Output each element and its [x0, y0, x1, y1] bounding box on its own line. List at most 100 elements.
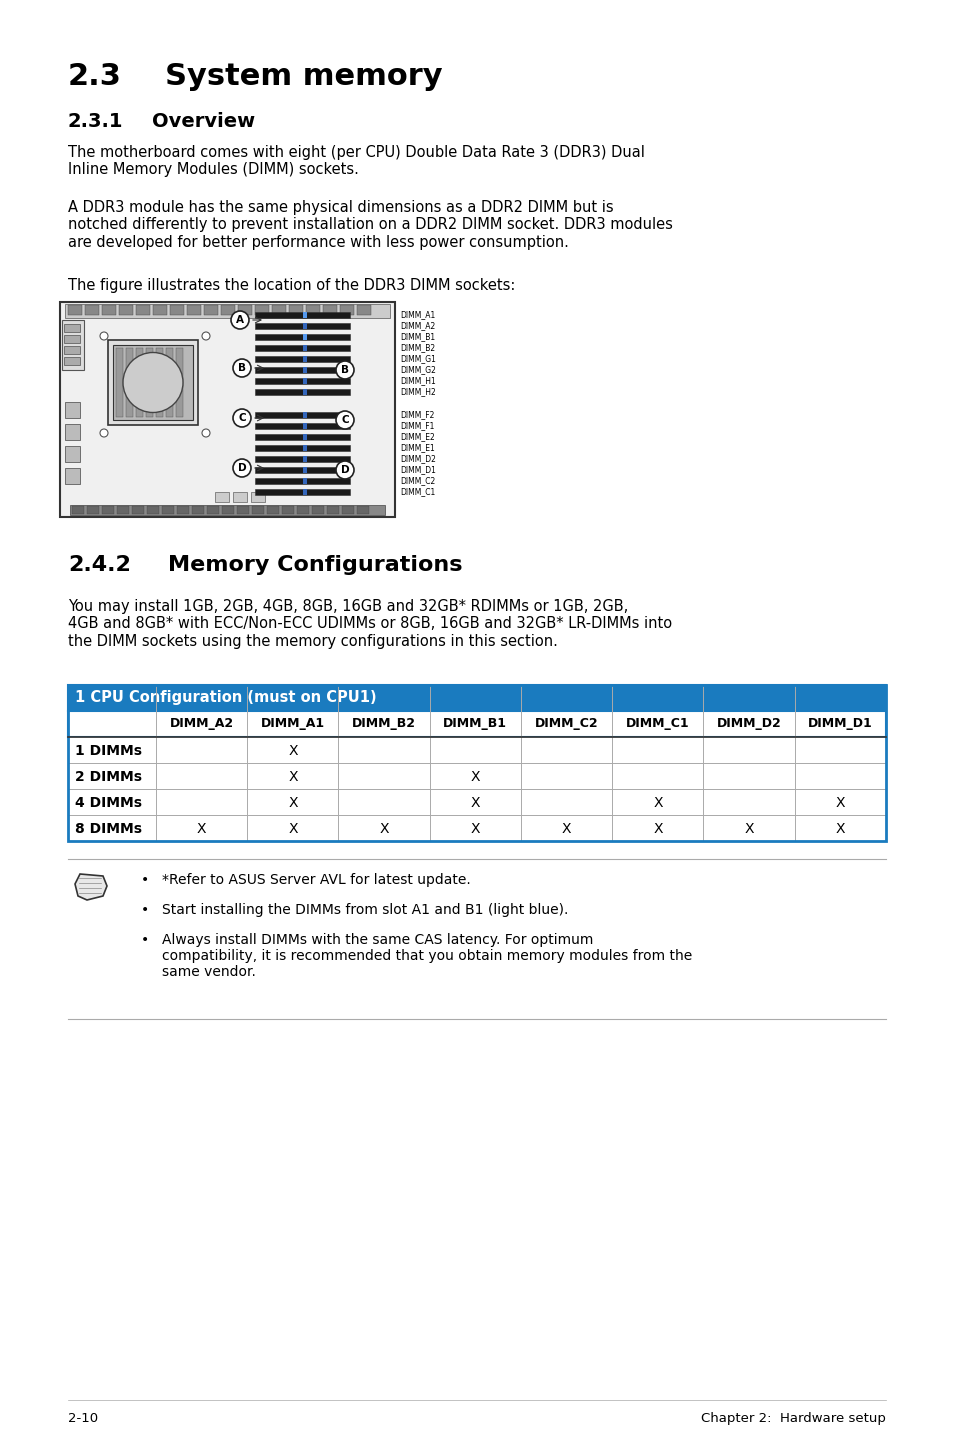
- Circle shape: [231, 457, 239, 466]
- Bar: [303, 334, 307, 339]
- Bar: [65, 303, 390, 318]
- Text: 1 DIMMs: 1 DIMMs: [75, 743, 142, 758]
- Bar: [64, 324, 80, 332]
- Bar: [303, 444, 307, 452]
- Text: The motherboard comes with eight (per CPU) Double Data Rate 3 (DDR3) Dual
Inline: The motherboard comes with eight (per CP…: [68, 145, 644, 177]
- Text: B: B: [340, 365, 349, 375]
- Bar: [254, 345, 350, 351]
- Text: •: •: [141, 933, 149, 948]
- Bar: [112, 345, 193, 420]
- Bar: [170, 305, 184, 315]
- Text: X: X: [288, 797, 297, 810]
- Text: X: X: [743, 823, 753, 835]
- Circle shape: [232, 485, 237, 490]
- Bar: [65, 424, 80, 440]
- Text: DIMM_D1: DIMM_D1: [807, 718, 872, 731]
- Text: DIMM_C1: DIMM_C1: [399, 487, 435, 496]
- Bar: [312, 506, 324, 513]
- Text: X: X: [653, 797, 662, 810]
- Bar: [71, 506, 84, 513]
- Bar: [64, 357, 80, 365]
- Bar: [236, 506, 249, 513]
- Text: D: D: [237, 463, 246, 473]
- Text: X: X: [196, 823, 206, 835]
- Bar: [254, 305, 269, 315]
- Bar: [136, 305, 150, 315]
- Text: 8 DIMMs: 8 DIMMs: [75, 823, 142, 835]
- Text: Start installing the DIMMs from slot A1 and B1 (light blue).: Start installing the DIMMs from slot A1 …: [162, 903, 568, 917]
- Bar: [177, 506, 189, 513]
- Bar: [303, 413, 307, 418]
- Bar: [303, 367, 307, 372]
- Bar: [70, 505, 385, 515]
- Text: D: D: [340, 464, 349, 475]
- Bar: [254, 444, 350, 452]
- Bar: [117, 506, 129, 513]
- Text: 2-10: 2-10: [68, 1412, 98, 1425]
- Bar: [267, 506, 278, 513]
- Circle shape: [247, 485, 253, 490]
- Polygon shape: [75, 874, 107, 900]
- Bar: [162, 506, 173, 513]
- Circle shape: [215, 457, 224, 466]
- Bar: [254, 456, 350, 462]
- Bar: [282, 506, 294, 513]
- Bar: [303, 390, 307, 395]
- Circle shape: [123, 352, 183, 413]
- Bar: [254, 467, 350, 473]
- Bar: [323, 305, 336, 315]
- Bar: [254, 357, 350, 362]
- Bar: [214, 492, 229, 502]
- Bar: [303, 324, 307, 329]
- Text: DIMM_C2: DIMM_C2: [399, 476, 435, 486]
- Circle shape: [202, 332, 210, 339]
- Text: System memory: System memory: [165, 62, 442, 91]
- Text: •: •: [141, 903, 149, 917]
- Bar: [126, 348, 132, 417]
- Bar: [102, 506, 113, 513]
- Text: 2.3: 2.3: [68, 62, 122, 91]
- Bar: [254, 312, 350, 318]
- Circle shape: [233, 408, 251, 427]
- Circle shape: [335, 462, 354, 479]
- Text: 1 CPU Configuration (must on CPU1): 1 CPU Configuration (must on CPU1): [75, 690, 376, 705]
- Circle shape: [202, 429, 210, 437]
- Text: The figure illustrates the location of the DDR3 DIMM sockets:: The figure illustrates the location of t…: [68, 278, 515, 293]
- Text: DIMM_D1: DIMM_D1: [399, 466, 436, 475]
- Bar: [254, 378, 350, 384]
- Text: Memory Configurations: Memory Configurations: [168, 555, 462, 575]
- Text: *Refer to ASUS Server AVL for latest update.: *Refer to ASUS Server AVL for latest upd…: [162, 873, 470, 887]
- Circle shape: [335, 411, 354, 429]
- Bar: [252, 506, 264, 513]
- Bar: [204, 305, 218, 315]
- Text: C: C: [341, 416, 349, 426]
- Bar: [303, 345, 307, 351]
- Bar: [296, 506, 309, 513]
- Text: 2.4.2: 2.4.2: [68, 555, 131, 575]
- Text: Overview: Overview: [152, 112, 254, 131]
- Bar: [68, 815, 885, 841]
- Bar: [136, 348, 143, 417]
- Bar: [254, 477, 350, 485]
- Bar: [303, 423, 307, 429]
- Text: X: X: [470, 797, 479, 810]
- Text: DIMM_C1: DIMM_C1: [625, 718, 689, 731]
- Bar: [64, 335, 80, 344]
- Text: X: X: [653, 823, 662, 835]
- Text: DIMM_H2: DIMM_H2: [399, 387, 436, 397]
- Circle shape: [100, 429, 108, 437]
- Bar: [175, 348, 183, 417]
- Bar: [147, 506, 159, 513]
- Text: DIMM_B1: DIMM_B1: [443, 718, 507, 731]
- Bar: [68, 789, 885, 815]
- Bar: [341, 506, 354, 513]
- Bar: [254, 434, 350, 440]
- Text: DIMM_F1: DIMM_F1: [399, 421, 434, 430]
- Circle shape: [100, 332, 108, 339]
- Bar: [65, 403, 80, 418]
- Text: DIMM_G1: DIMM_G1: [399, 355, 436, 364]
- Bar: [60, 302, 395, 518]
- Text: X: X: [288, 743, 297, 758]
- Text: DIMM_G2: DIMM_G2: [399, 365, 436, 374]
- Text: DIMM_A1: DIMM_A1: [260, 718, 325, 731]
